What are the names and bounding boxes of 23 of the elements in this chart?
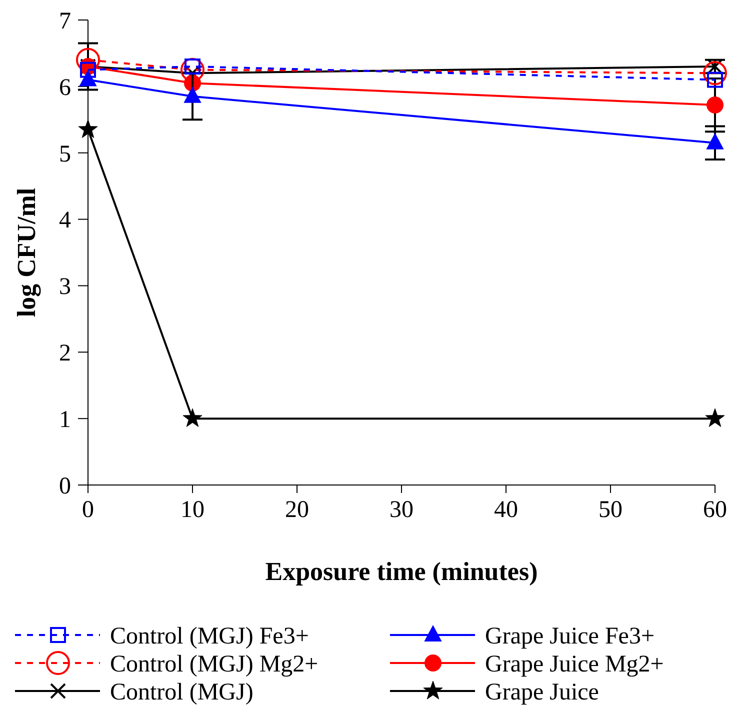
legend-label: Grape Juice Fe3+	[485, 623, 654, 650]
y-tick-label: 7	[59, 8, 71, 34]
y-tick-label: 0	[59, 473, 71, 500]
x-tick-label: 50	[598, 497, 622, 523]
x-tick-label: 10	[180, 497, 204, 523]
legend-label: Control (MGJ) Mg2+	[110, 651, 318, 678]
y-tick-label: 2	[59, 340, 71, 367]
legend-label: Grape Juice	[485, 679, 599, 706]
legend-label: Control (MGJ) Fe3+	[110, 623, 309, 650]
y-tick-label: 1	[59, 406, 71, 433]
y-tick-label: 3	[59, 274, 71, 300]
x-tick-label: 60	[703, 497, 727, 523]
y-tick-label: 5	[59, 141, 71, 168]
y-tick-label: 4	[59, 208, 71, 234]
x-tick-label: 40	[494, 497, 518, 523]
x-tick-label: 30	[390, 497, 414, 523]
y-tick-label: 6	[59, 74, 71, 101]
x-tick-label: 0	[82, 497, 94, 523]
x-tick-label: 20	[285, 497, 309, 523]
y-axis-title: log CFU/ml	[12, 188, 41, 318]
legend-label: Grape Juice Mg2+	[485, 651, 664, 678]
x-axis-title: Exposure time (minutes)	[265, 557, 538, 586]
legend-label: Control (MGJ)	[110, 679, 254, 706]
